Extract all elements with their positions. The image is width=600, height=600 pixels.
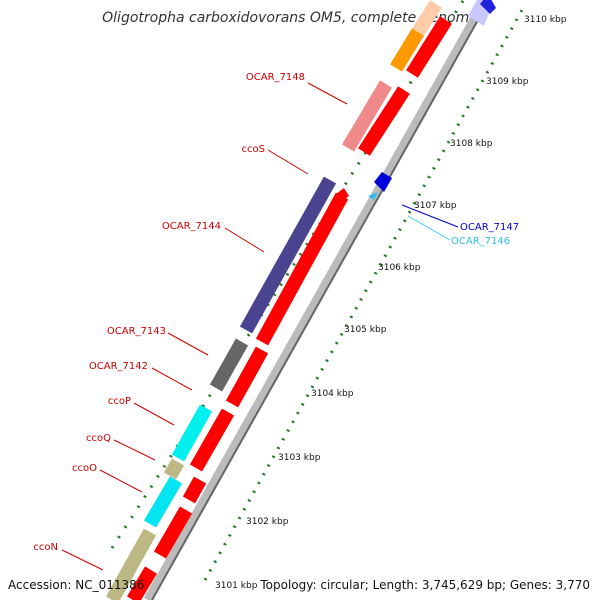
- gene-ccoN[interactable]: [105, 528, 157, 600]
- label-ccoS[interactable]: ccoS: [242, 144, 265, 155]
- map-title: Oligotropha carboxidovorans OM5, complet…: [102, 10, 478, 26]
- cds-block[interactable]: [358, 86, 410, 156]
- tick-label: 3107 kbp: [414, 201, 457, 211]
- accession-text: Accession: NC_011386: [8, 578, 145, 592]
- leader-line-cyan: [407, 215, 451, 241]
- leader-line: [133, 402, 175, 426]
- gene-OCAR_7147[interactable]: [374, 172, 392, 192]
- leader-line: [167, 332, 209, 356]
- leader-line: [224, 227, 265, 253]
- backbone: [144, 0, 491, 600]
- outer-dots: [110, 0, 466, 549]
- cds-block[interactable]: [153, 506, 193, 559]
- label-ccoP[interactable]: ccoP: [108, 396, 131, 407]
- gene-OCAR_7148[interactable]: [341, 80, 393, 152]
- gene-features: [105, 0, 496, 600]
- gene-blue-top[interactable]: [480, 0, 496, 14]
- gene-orange[interactable]: [390, 28, 424, 72]
- cds-block[interactable]: [126, 566, 158, 600]
- gene-ccoO[interactable]: [143, 476, 183, 528]
- leader-line: [307, 82, 348, 105]
- gene-ccoP[interactable]: [171, 404, 213, 462]
- label-ccoN[interactable]: ccoN: [33, 542, 58, 553]
- gene-OCAR_7146[interactable]: [368, 192, 378, 200]
- gene-labels: OCAR_7148 ccoS OCAR_7144 OCAR_7143 OCAR_…: [33, 72, 519, 553]
- leader-line: [151, 367, 193, 391]
- gene-OCAR_7144[interactable]: [239, 176, 337, 334]
- leader-line: [267, 149, 309, 175]
- label-ccoQ[interactable]: ccoQ: [86, 433, 111, 444]
- tick-label: 3110 kbp: [524, 15, 567, 25]
- tick-label: 3102 kbp: [246, 517, 289, 527]
- tick-label: 3103 kbp: [278, 453, 321, 463]
- genome-summary-text: Topology: circular; Length: 3,745,629 bp…: [260, 578, 590, 592]
- label-OCAR_7143[interactable]: OCAR_7143: [107, 326, 166, 337]
- label-OCAR_7148[interactable]: OCAR_7148: [246, 72, 305, 83]
- label-OCAR_7144[interactable]: OCAR_7144: [162, 221, 221, 232]
- kbp-ruler: 3101 kbp 3102 kbp 3103 kbp 3104 kbp 3105…: [215, 15, 567, 591]
- label-OCAR_7142[interactable]: OCAR_7142: [89, 361, 148, 372]
- backbone-edge: [151, 0, 491, 600]
- cds-block[interactable]: [225, 346, 269, 408]
- tick-label: 3104 kbp: [311, 389, 354, 399]
- gene-peach[interactable]: [412, 0, 442, 36]
- tick-label: 3106 kbp: [378, 263, 421, 273]
- cds-block[interactable]: [255, 192, 349, 346]
- tick-label: 3108 kbp: [450, 139, 493, 149]
- gene-ccoQ[interactable]: [163, 458, 185, 480]
- label-leaders: [61, 82, 348, 571]
- gene-OCAR_7143[interactable]: [209, 338, 249, 392]
- tick-label: 3109 kbp: [486, 77, 529, 87]
- leader-line: [113, 439, 156, 461]
- label-OCAR_7146[interactable]: OCAR_7146: [451, 236, 510, 247]
- leader-line: [99, 469, 143, 493]
- leader-line: [61, 549, 104, 571]
- cds-block[interactable]: [406, 16, 452, 78]
- cds-arrow[interactable]: [336, 188, 349, 201]
- label-OCAR_7147[interactable]: OCAR_7147: [460, 222, 519, 233]
- leader-line-blue: [401, 204, 459, 228]
- tick-label: 3101 kbp: [215, 581, 258, 591]
- cds-block[interactable]: [189, 408, 235, 472]
- tick-label: 3105 kbp: [344, 325, 387, 335]
- ruler-dots: [203, 9, 524, 581]
- label-ccoO[interactable]: ccoO: [72, 463, 97, 474]
- cds-forward-track: [126, 16, 452, 600]
- cds-block[interactable]: [182, 476, 207, 504]
